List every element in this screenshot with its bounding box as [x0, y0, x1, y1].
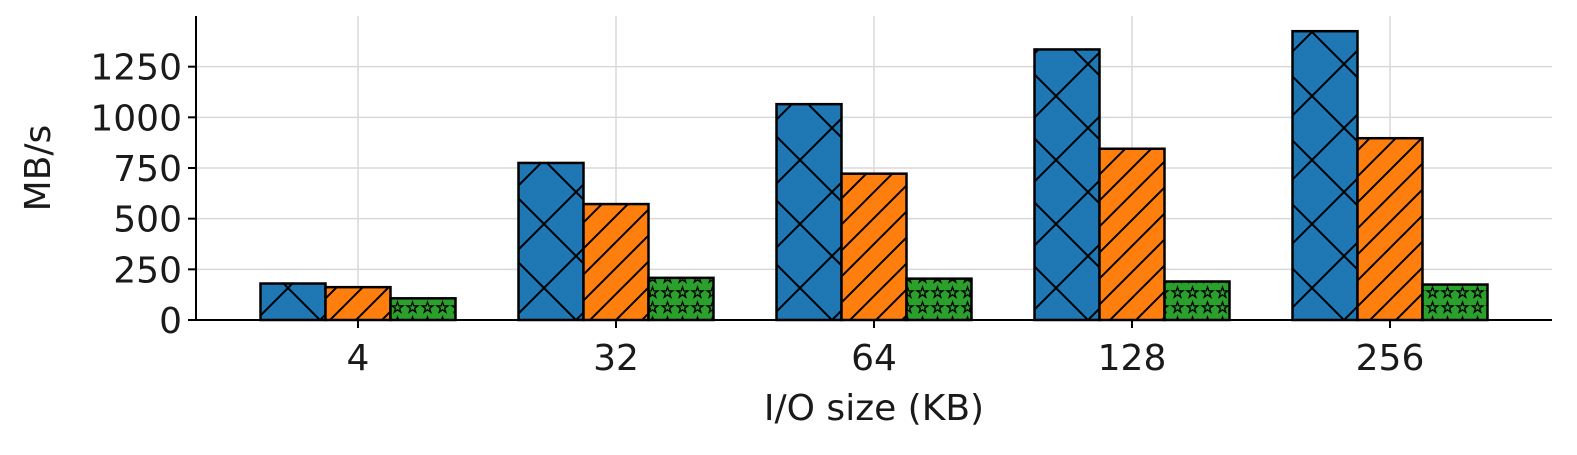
- y-tick-label: 750: [113, 149, 182, 190]
- bar-hatch: [775, 102, 843, 322]
- y-axis-label: MB/s: [18, 125, 59, 212]
- bar-hatch: [905, 277, 973, 322]
- bar-series-1-64: [775, 102, 843, 322]
- bar-series-1-32: [517, 161, 585, 322]
- bar-series-1-256: [1291, 29, 1359, 322]
- bar-hatch: [324, 285, 392, 322]
- y-tick-label: 250: [113, 250, 182, 291]
- bar-series-2-256: [1356, 136, 1424, 322]
- bar-series-3-4: [389, 297, 457, 322]
- x-axis-label: I/O size (KB): [764, 388, 984, 429]
- x-tick-label: 128: [1098, 338, 1167, 379]
- bar-series-3-256: [1421, 283, 1489, 322]
- y-tick-label: 0: [159, 301, 182, 342]
- bar-series-1-128: [1033, 48, 1101, 322]
- bar-hatch: [1098, 147, 1166, 322]
- bar-hatch: [1163, 280, 1231, 322]
- bar-hatch: [840, 172, 908, 322]
- bar-series-3-128: [1163, 280, 1231, 322]
- y-tick-label: 500: [113, 200, 182, 241]
- bar-series-1-4: [259, 282, 327, 322]
- bar-hatch: [389, 297, 457, 322]
- y-tick-label: 1250: [90, 48, 182, 89]
- bar-series-2-4: [324, 285, 392, 322]
- bar-hatch: [1291, 29, 1359, 322]
- tick-labels: 0 250 500 750 1000 1250 4 32 64 128 256: [90, 48, 1424, 379]
- x-tick-label: 4: [347, 338, 370, 379]
- x-tick-label: 64: [851, 338, 897, 379]
- bar-hatch: [517, 161, 585, 322]
- bar-series-3-32: [647, 276, 715, 322]
- bar-hatch: [582, 202, 650, 322]
- x-tick-label: 32: [593, 338, 639, 379]
- bar-series-2-128: [1098, 147, 1166, 322]
- bar-hatch: [1033, 48, 1101, 322]
- bar-hatch: [1356, 136, 1424, 322]
- bar-hatch: [647, 276, 715, 322]
- bar-hatch: [259, 282, 327, 322]
- bar-series-2-64: [840, 172, 908, 322]
- y-tick-label: 1000: [90, 98, 182, 139]
- bar-series-3-64: [905, 277, 973, 322]
- x-tick-label: 256: [1356, 338, 1425, 379]
- bar-series-2-32: [582, 202, 650, 322]
- bars: [259, 29, 1489, 322]
- bar-hatch: [1421, 283, 1489, 322]
